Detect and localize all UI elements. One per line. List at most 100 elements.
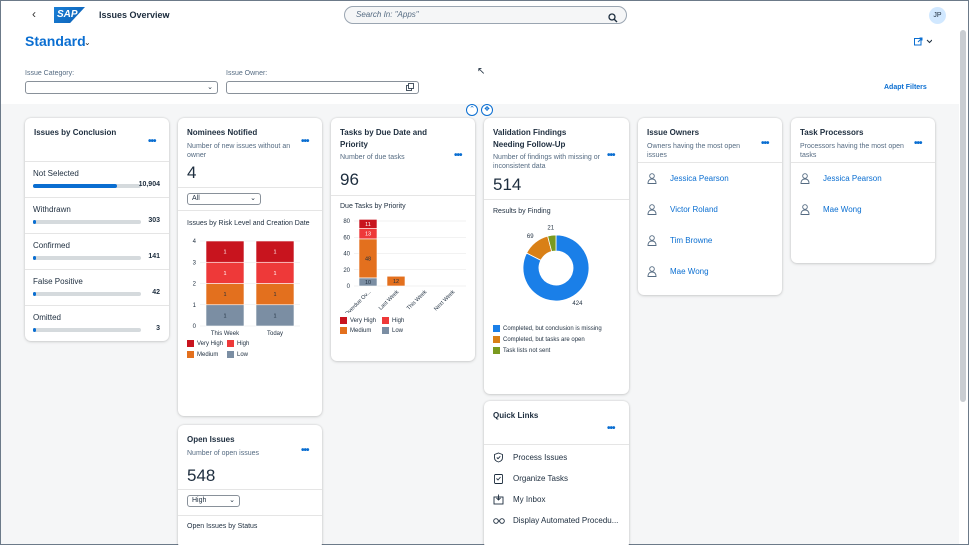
sap-logo[interactable]: SAP — [54, 7, 85, 23]
conclusion-bar-fill — [33, 256, 36, 260]
card-issue-owners[interactable]: Issue Owners ••• Owners having the most … — [638, 118, 782, 295]
card-task-processors[interactable]: Task Processors ••• Processors having th… — [791, 118, 935, 263]
legend-swatch — [187, 351, 194, 358]
more-icon[interactable]: ••• — [914, 138, 922, 149]
conclusion-value: 10,904 — [138, 181, 160, 188]
conclusion-item[interactable]: Not Selected 10,904 — [25, 161, 169, 197]
select-value: All — [192, 195, 200, 202]
legend-label: High — [237, 341, 250, 348]
legend-label: Completed, but tasks are open — [503, 337, 585, 344]
more-icon[interactable]: ••• — [607, 423, 615, 434]
x-tick-label: Next Week — [433, 289, 456, 312]
conclusion-item[interactable]: Withdrawn 303 — [25, 197, 169, 233]
card-title: Open Issues — [187, 435, 235, 444]
conclusion-label: False Positive — [33, 277, 83, 286]
more-icon[interactable]: ••• — [301, 136, 309, 147]
card-open-issues[interactable]: Open Issues ••• Number of open issues 54… — [178, 425, 322, 545]
person-icon — [647, 235, 657, 248]
x-tick-label: Today — [267, 331, 283, 337]
issue-category-select[interactable]: ⌄ — [25, 81, 218, 94]
legend-label: Completed, but conclusion is missing — [503, 326, 602, 333]
legend-label: Task lists not sent — [503, 348, 551, 355]
bar-segment[interactable] — [255, 240, 295, 263]
kpi-number: 96 — [340, 170, 359, 189]
card-title: Issue Owners — [647, 128, 700, 137]
bar-segment[interactable] — [205, 240, 245, 263]
more-icon[interactable]: ••• — [148, 136, 156, 147]
divider — [638, 162, 782, 163]
legend-swatch — [227, 340, 234, 347]
quick-link-label: Process Issues — [513, 453, 568, 462]
chevron-down-icon[interactable]: ⌄ — [84, 38, 91, 47]
results-donut-chart: 424 69 21 — [522, 225, 590, 307]
card-tasks-by-due-date[interactable]: Tasks by Due Date and Priority ••• Numbe… — [331, 118, 475, 361]
y-tick-label: 3 — [193, 260, 197, 266]
legend-swatch — [340, 317, 347, 324]
conclusion-bar-fill — [33, 292, 36, 296]
legend-swatch — [187, 340, 194, 347]
x-tick-label: This Week — [211, 331, 240, 337]
y-tick-label: 20 — [343, 268, 350, 274]
data-label: 1 — [223, 271, 226, 277]
conclusion-bar — [33, 256, 141, 260]
person-icon — [800, 173, 810, 186]
donut-slice[interactable] — [522, 234, 590, 302]
avatar[interactable]: JP — [929, 7, 946, 24]
risk-filter-select[interactable]: All ⌄ — [187, 193, 261, 205]
card-subtitle: Processors having the most open tasks — [800, 143, 904, 159]
card-title: Issues by Conclusion — [34, 128, 117, 137]
conclusion-item[interactable]: False Positive 42 — [25, 269, 169, 305]
card-nominees-notified[interactable]: Nominees Notified ••• Number of new issu… — [178, 118, 322, 416]
conclusion-bar — [33, 184, 141, 188]
more-icon[interactable]: ••• — [301, 445, 309, 456]
data-label: 1 — [223, 313, 226, 319]
y-tick-label: 2 — [193, 282, 197, 288]
bar-segment[interactable] — [358, 219, 378, 229]
person-name: Jessica Pearson — [670, 174, 729, 183]
quick-link-label: Organize Tasks — [513, 474, 568, 483]
conclusion-bar-fill — [33, 184, 117, 188]
data-label: 21 — [547, 225, 554, 231]
task-list-icon — [493, 473, 504, 486]
person-icon — [647, 173, 657, 186]
more-icon[interactable]: ••• — [761, 138, 769, 149]
more-icon[interactable]: ••• — [454, 150, 462, 161]
conclusion-label: Not Selected — [33, 169, 79, 178]
conclusion-item[interactable]: Omitted 3 — [25, 305, 169, 341]
x-tick-label: Last Week — [378, 289, 401, 312]
donut-slice[interactable] — [547, 234, 557, 253]
chevron-down-icon: ⌄ — [250, 195, 256, 202]
y-tick-label: 40 — [343, 252, 350, 258]
divider — [484, 199, 629, 200]
person-icon — [647, 266, 657, 279]
legend-swatch — [340, 327, 347, 334]
card-issues-by-conclusion[interactable]: Issues by Conclusion ••• Not Selected 10,… — [25, 118, 169, 341]
collapse-header-icon[interactable]: ⌃ — [466, 104, 478, 116]
share-icon[interactable] — [914, 37, 933, 48]
app-title[interactable]: Issues Overview — [99, 10, 170, 20]
legend-item: Medium — [187, 351, 218, 358]
chevron-down-icon[interactable]: ⌄ — [164, 10, 171, 19]
bar-segment[interactable] — [386, 275, 406, 287]
quick-link-label: Display Automated Procedu... — [513, 516, 619, 525]
card-validation-findings[interactable]: Validation Findings Needing Follow-Up ••… — [484, 118, 629, 394]
issue-owner-input[interactable] — [226, 81, 419, 94]
search-icon[interactable] — [608, 10, 618, 28]
legend-item: Very High — [187, 340, 223, 347]
variant-title[interactable]: Standard — [25, 33, 86, 49]
back-icon[interactable]: ‹ — [32, 7, 36, 21]
conclusion-label: Withdrawn — [33, 205, 71, 214]
conclusion-item[interactable]: Confirmed 141 — [25, 233, 169, 269]
card-quick-links[interactable]: Quick Links ••• Process Issues Organize … — [484, 401, 629, 545]
adapt-filters-button[interactable]: Adapt Filters — [884, 84, 927, 91]
scrollbar[interactable] — [960, 30, 966, 402]
pin-header-icon[interactable]: ❖ — [481, 104, 493, 116]
search-input[interactable]: Search In: "Apps" — [344, 6, 627, 24]
value-help-icon[interactable] — [406, 83, 414, 93]
priority-filter-select[interactable]: High ⌄ — [187, 495, 240, 507]
inbox-icon — [493, 494, 504, 507]
more-icon[interactable]: ••• — [607, 150, 615, 161]
x-tick-label: This Week — [406, 289, 429, 312]
divider — [178, 187, 322, 188]
y-tick-label: 4 — [193, 239, 197, 245]
